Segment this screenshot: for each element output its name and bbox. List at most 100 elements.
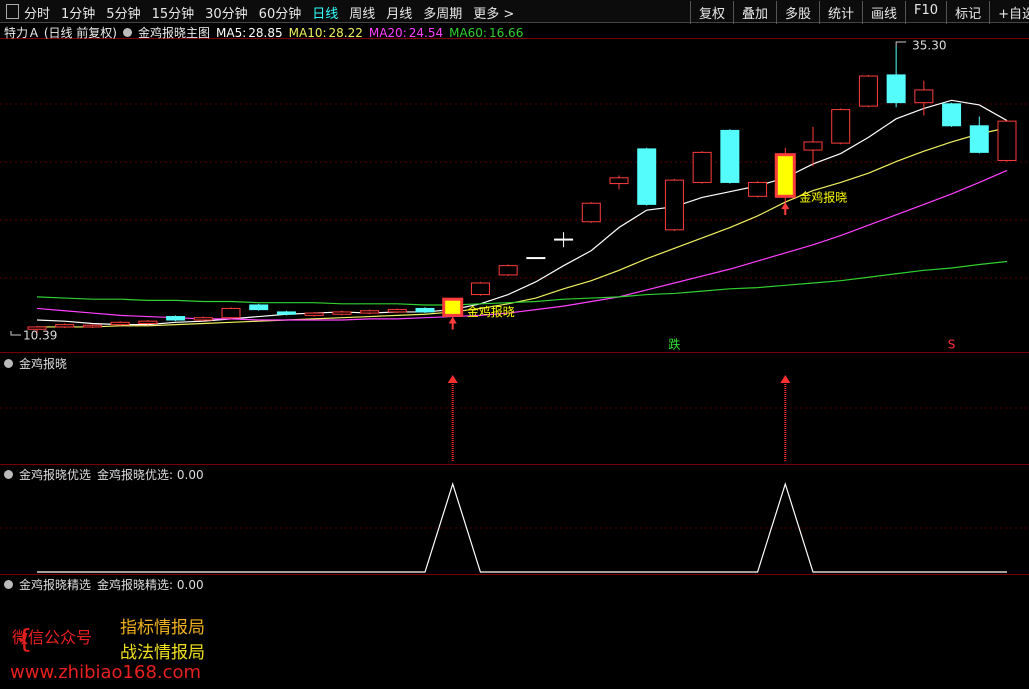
candle-body bbox=[498, 265, 518, 276]
brand-line: 指标情报局 bbox=[120, 618, 205, 638]
candle-body bbox=[82, 324, 102, 328]
ma-value: 28.85 bbox=[248, 25, 283, 40]
candle-body bbox=[526, 257, 546, 260]
panel-title: 金鸡报晓精选 bbox=[19, 578, 92, 592]
period-button[interactable]: 月线 bbox=[386, 7, 413, 22]
panel-icon[interactable] bbox=[123, 28, 132, 37]
period-button[interactable]: 更多 > bbox=[473, 7, 515, 22]
period-button[interactable]: 5分钟 bbox=[106, 7, 141, 22]
website: www.zhibiao168.com bbox=[10, 662, 202, 683]
ma-line bbox=[36, 169, 1008, 321]
ma-value: 24.54 bbox=[408, 25, 444, 40]
period-button[interactable]: 日线 bbox=[312, 7, 339, 22]
tool-button[interactable]: 复权 bbox=[689, 1, 733, 24]
tool-button[interactable]: 统计 bbox=[819, 1, 862, 24]
candle-body bbox=[858, 75, 878, 107]
panel-title: 金鸡报晓 bbox=[19, 357, 68, 371]
candle-body bbox=[193, 317, 213, 321]
score-line bbox=[37, 482, 1007, 573]
panel-icon[interactable] bbox=[4, 470, 13, 479]
candle-body bbox=[221, 307, 241, 319]
tool-button[interactable]: F10 bbox=[905, 1, 946, 24]
candle-body bbox=[942, 103, 962, 127]
period-button[interactable]: 1分钟 bbox=[61, 7, 96, 22]
signal-head bbox=[447, 375, 458, 383]
candle-body bbox=[387, 309, 407, 313]
signal-head bbox=[780, 375, 791, 383]
tool-button[interactable]: 画线 bbox=[862, 1, 905, 24]
tool-button[interactable]: 标记 bbox=[946, 1, 989, 24]
period-button[interactable]: 15分钟 bbox=[151, 7, 195, 22]
ma-name: MA10: bbox=[288, 25, 327, 40]
candle-body bbox=[276, 311, 296, 315]
candle-body bbox=[609, 177, 629, 185]
main-header: 特力Ａ (日线 前复权) 金鸡报晓主图 MA5: 28.85 MA10: 28.22 M… bbox=[4, 24, 523, 41]
period-button[interactable]: 30分钟 bbox=[205, 7, 248, 22]
panel-value: 金鸡报晓精选: 0.00 bbox=[97, 578, 204, 592]
tool-bar: 复权 叠加 多股 统计 画线 F10 标记 +自选 bbox=[689, 1, 1029, 24]
high-pointer bbox=[895, 41, 907, 46]
candle-body bbox=[997, 120, 1017, 161]
ma-line bbox=[36, 99, 1008, 326]
candle-body bbox=[304, 312, 324, 316]
signal-label: 金鸡报晓 bbox=[799, 190, 847, 205]
candle-body bbox=[166, 316, 186, 321]
panel-icon[interactable] bbox=[4, 359, 13, 368]
ma-name: MA60: bbox=[449, 25, 487, 40]
panel-value: 金鸡报晓优选: 0.00 bbox=[97, 468, 204, 482]
ma-value: 16.66 bbox=[488, 25, 524, 40]
period-button[interactable]: 周线 bbox=[349, 7, 376, 22]
period-button[interactable]: 分时 bbox=[24, 7, 51, 22]
period-bar: 分时 1分钟 5分钟 15分钟 30分钟 60分钟 日线 周线 月线 多周期 更多 > bbox=[24, 3, 514, 22]
candle-body bbox=[470, 282, 490, 296]
low-label: 10.39 bbox=[23, 329, 57, 343]
signal-arrow bbox=[448, 316, 457, 330]
candle-body bbox=[637, 148, 657, 205]
period-button[interactable]: 60分钟 bbox=[258, 7, 302, 22]
tool-button[interactable]: 叠加 bbox=[732, 1, 776, 24]
candle-body bbox=[249, 304, 269, 311]
ma-name: MA5: bbox=[216, 25, 247, 40]
toolbar: 分时 1分钟 5分钟 15分钟 30分钟 60分钟 日线 周线 月线 多周期 更多 > 复权 叠加 多股… bbox=[0, 0, 1029, 24]
candle-body bbox=[581, 202, 601, 223]
candle-body bbox=[720, 129, 740, 183]
panel-frames bbox=[0, 38, 1029, 575]
candle-body bbox=[969, 125, 989, 153]
candle-body bbox=[27, 326, 47, 330]
candle-body bbox=[554, 238, 574, 241]
candle-body bbox=[138, 320, 158, 324]
trade-mark: S bbox=[948, 338, 956, 352]
ma-line bbox=[37, 127, 1008, 328]
stock-name: 特力Ａ (日线 前复权) bbox=[4, 26, 117, 40]
layout-icon[interactable] bbox=[6, 4, 19, 19]
panel-icon[interactable] bbox=[4, 580, 13, 589]
period-button[interactable]: 多周期 bbox=[423, 7, 463, 22]
candle-body bbox=[360, 310, 380, 314]
ma-line bbox=[36, 260, 1008, 306]
ma-legend: MA5: 28.85 MA10: 28.22 MA20: 24.54 MA60: 16.66 bbox=[216, 26, 523, 40]
candle-body bbox=[748, 181, 768, 197]
candle-body bbox=[831, 109, 851, 144]
panel2-header: 金鸡报晓 bbox=[4, 355, 67, 372]
candle-body bbox=[914, 89, 934, 104]
signal-label: 金鸡报晓 bbox=[467, 304, 515, 319]
tool-button[interactable]: 多股 bbox=[776, 1, 819, 24]
candle-body bbox=[415, 307, 435, 313]
panel4-header: 金鸡报晓精选 金鸡报晓精选: 0.00 bbox=[4, 576, 204, 593]
candle-body bbox=[803, 141, 823, 151]
panel-title: 金鸡报晓优选 bbox=[19, 468, 92, 482]
candle-body bbox=[110, 321, 130, 326]
candle-body bbox=[55, 324, 75, 328]
candle-body bbox=[886, 74, 906, 104]
ma-name: MA20: bbox=[368, 25, 407, 40]
candle-body bbox=[664, 179, 684, 231]
wechat-label: 微信公众号 bbox=[12, 628, 93, 647]
high-label: 35.30 bbox=[912, 39, 946, 53]
indicator-name: 金鸡报晓主图 bbox=[138, 26, 211, 40]
low-pointer bbox=[10, 331, 21, 336]
tool-button[interactable]: +自选 bbox=[989, 1, 1029, 24]
candle-body bbox=[774, 153, 796, 198]
brace: { bbox=[16, 625, 33, 655]
